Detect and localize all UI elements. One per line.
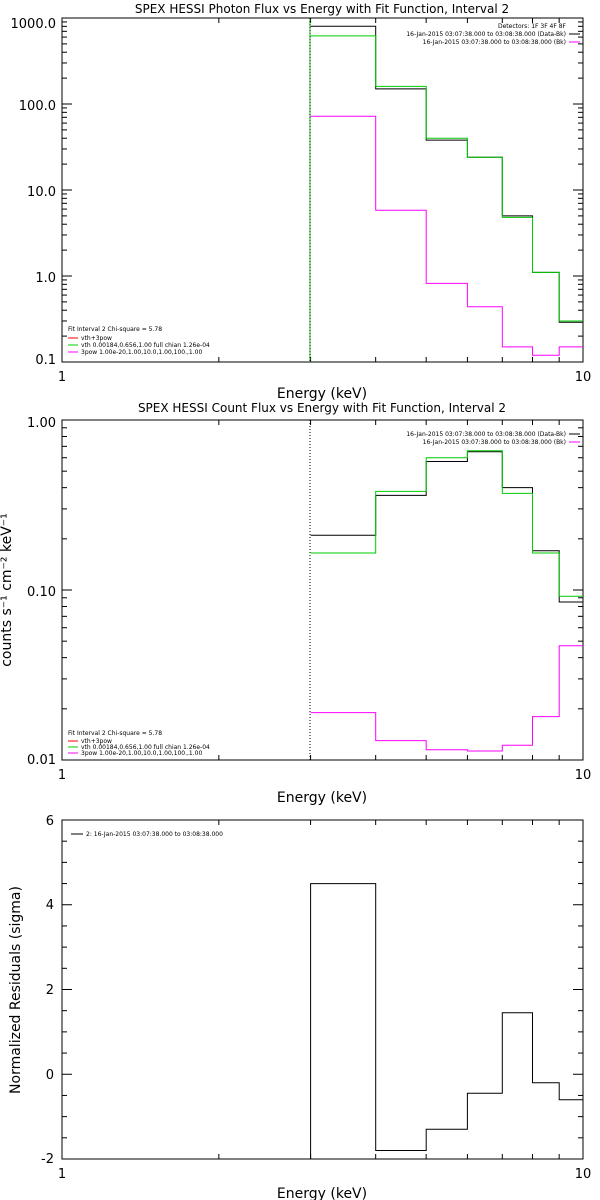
panel1-fit-header: Fit Interval 2 Chi-square = 5.78: [68, 326, 162, 333]
panel3-ytick-label: 0: [46, 1068, 54, 1083]
panel2-fit-legend: Fit Interval 2 Chi-square = 5.78 vth+3po…: [68, 730, 210, 757]
series-line-1: [310, 35, 583, 322]
panel1-frame: [61, 17, 584, 363]
panel1-ytick-label: 100.0: [19, 99, 56, 114]
panel1-tick-marks: [61, 17, 584, 363]
panel2-frame: [61, 419, 584, 761]
residuals-panel: 6 4 2 0 -2 1 10 Energy (keV) Normalized …: [8, 814, 591, 1200]
panel1-fit-legend: Fit Interval 2 Chi-square = 5.78 vth+3po…: [68, 326, 210, 356]
panel3-series: [310, 883, 583, 1159]
series-line-0: [310, 25, 583, 323]
panel1-legend: Detectors: 1F 3F 4F 8F 16-Jan-2015 03:07…: [406, 23, 580, 46]
panel3-xtick-label: 1: [58, 1167, 66, 1182]
panel1-title: SPEX HESSI Photon Flux vs Energy with Fi…: [135, 2, 509, 16]
panel1-xlabel: Energy (keV): [277, 386, 367, 402]
panel3-legend-label: 2: 16-Jan-2015 03:07:38.000 to 03:08:38.…: [86, 831, 223, 838]
panel2-legend-bk-label: 16-Jan-2015 03:07:38.000 to 03:08:38.000…: [423, 439, 566, 446]
panel2-series: [310, 450, 583, 752]
panel2-fit-header: Fit Interval 2 Chi-square = 5.78: [68, 730, 162, 737]
panel2-fit-label: vth+3pow: [81, 738, 112, 745]
panel3-xtick-label: 10: [575, 1167, 592, 1182]
panel1-ytick-label: 1.0: [35, 271, 56, 286]
panel2-fit-label: vth 0.00184,0.656,1.00 full chian 1.26e-…: [81, 744, 210, 751]
panel3-ytick-label: 6: [46, 814, 54, 829]
panel1-xtick-label: 1: [58, 370, 66, 385]
panel1-legend-header: Detectors: 1F 3F 4F 8F: [498, 23, 567, 30]
series-line-0: [310, 451, 583, 603]
panel1-ytick-label: 1000.0: [11, 17, 57, 32]
series-line-0: [310, 883, 583, 1159]
panel1-series: [310, 25, 583, 356]
panel2-ytick-label: 0.01: [27, 753, 56, 768]
panel2-xlabel: Energy (keV): [277, 790, 367, 806]
panel3-ytick-label: 2: [46, 983, 54, 998]
series-line-2: [310, 645, 583, 752]
series-line-1: [310, 450, 583, 597]
panel1-fit-label: vth+3pow: [81, 335, 112, 342]
panel1-ytick-label: 0.1: [35, 353, 56, 368]
panel1-legend-bk-label: 16-Jan-2015 03:07:38.000 to 03:08:38.000…: [423, 39, 566, 46]
panel1-legend-data-label: 16-Jan-2015 03:07:38.000 to 03:08:38.000…: [406, 31, 566, 38]
panel2-xtick-label: 10: [575, 768, 592, 783]
panel2-legend: 16-Jan-2015 03:07:38.000 to 03:08:38.000…: [406, 431, 580, 446]
panel1-ytick-label: 10.0: [27, 185, 56, 200]
panel1-fit-label: vth 0.00184,0.656,1.00 full chian 1.26e-…: [81, 342, 210, 349]
panel2-legend-data-label: 16-Jan-2015 03:07:38.000 to 03:08:38.000…: [406, 431, 566, 438]
panel2-xtick-label: 1: [58, 768, 66, 783]
panel1-xtick-label: 10: [575, 370, 592, 385]
panel3-legend: 2: 16-Jan-2015 03:07:38.000 to 03:08:38.…: [71, 831, 223, 838]
panel2-ytick-label: 1.00: [27, 416, 56, 431]
panel3-ytick-label: -2: [41, 1152, 54, 1167]
count-flux-panel: SPEX HESSI Count Flux vs Energy with Fit…: [0, 401, 591, 806]
series-line-2: [310, 115, 583, 356]
photon-flux-panel: SPEX HESSI Photon Flux vs Energy with Fi…: [11, 2, 592, 402]
panel3-frame: [61, 819, 584, 1160]
panel2-tick-marks: [61, 419, 584, 761]
panel3-tick-marks: [61, 819, 584, 1160]
panel3-ylabel: Normalized Residuals (sigma): [8, 886, 24, 1094]
panel2-title: SPEX HESSI Count Flux vs Energy with Fit…: [138, 401, 506, 415]
panel2-fit-label: 3pow 1.00e-20,1.00,10.0,1.00,100.,1.00: [81, 750, 202, 757]
panel2-ytick-label: 0.10: [27, 585, 56, 600]
panel1-fit-label: 3pow 1.00e-20,1.00,10.0,1.00,100.,1.00: [81, 349, 202, 356]
panel3-xlabel: Energy (keV): [277, 1186, 367, 1200]
panel3-ytick-label: 4: [46, 898, 54, 913]
panel2-ylabel: counts s⁻¹ cm⁻² keV⁻¹: [0, 513, 15, 667]
